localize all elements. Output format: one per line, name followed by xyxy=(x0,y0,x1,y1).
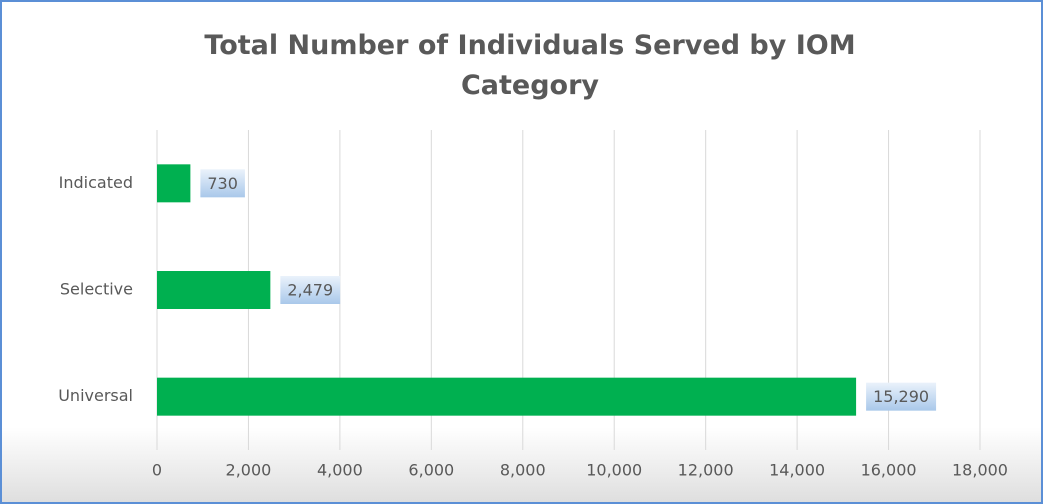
x-tick-label: 2,000 xyxy=(226,461,272,480)
bar xyxy=(157,271,271,309)
bar xyxy=(157,164,191,203)
data-label: 730 xyxy=(207,174,238,193)
y-tick-label: Universal xyxy=(58,386,133,405)
x-tick-label: 12,000 xyxy=(678,461,734,480)
chart-title: Total Number of Individuals Served by IO… xyxy=(204,30,856,101)
data-label: 2,479 xyxy=(287,281,333,300)
x-tick-label: 18,000 xyxy=(952,461,1008,480)
data-label-box xyxy=(200,169,245,198)
x-tick-label: 8,000 xyxy=(500,461,546,480)
data-label-box xyxy=(280,276,341,304)
x-tick-label: 16,000 xyxy=(861,461,917,480)
x-tick-label: 0 xyxy=(152,461,162,480)
y-tick-label: Indicated xyxy=(59,173,133,192)
bar xyxy=(157,377,857,416)
x-tick-label: 4,000 xyxy=(317,461,363,480)
x-tick-label: 6,000 xyxy=(408,461,454,480)
x-tick-label: 10,000 xyxy=(586,461,642,480)
data-label: 15,290 xyxy=(873,387,929,406)
data-label-box xyxy=(866,382,937,411)
y-tick-label: Selective xyxy=(60,280,133,299)
x-tick-label: 14,000 xyxy=(769,461,825,480)
